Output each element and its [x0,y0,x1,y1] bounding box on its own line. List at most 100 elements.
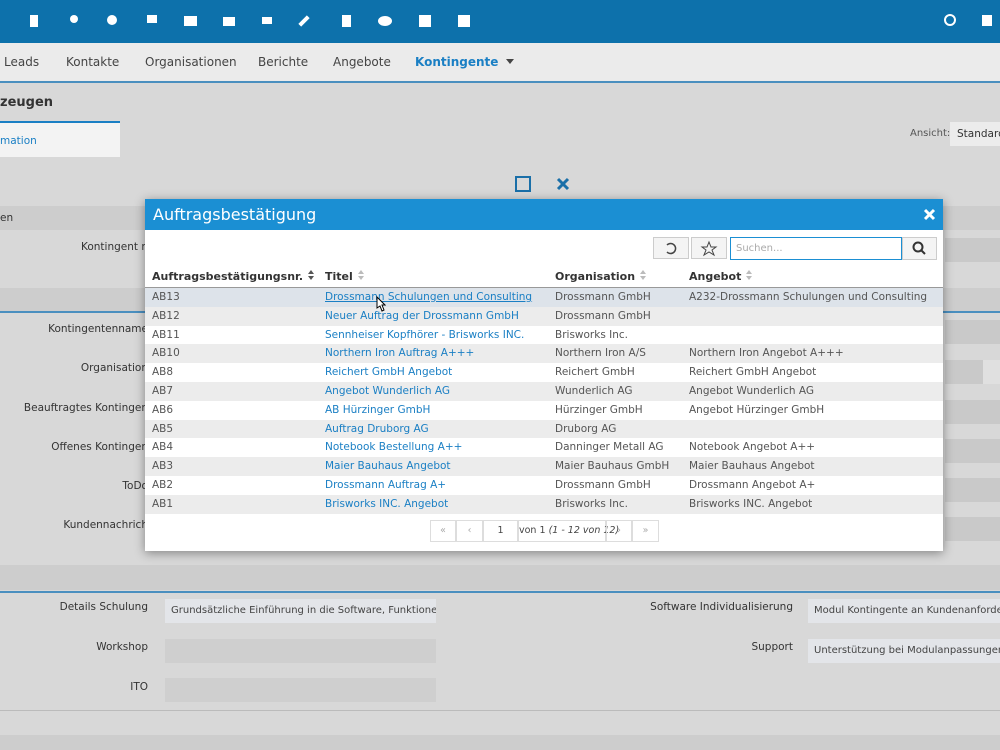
icon[interactable] [30,15,38,27]
pagination-next[interactable]: › [606,520,632,542]
table-cell: Wunderlich AG [555,385,633,397]
tab-label[interactable]: mation [0,135,37,147]
field-value[interactable]: Unterstützung bei Modulanpassungen, Imp [808,639,1000,663]
nav-item[interactable]: Angebote [333,55,391,69]
table-cell: AB7 [152,385,174,397]
table-cell: Drossmann GmbH [555,309,651,322]
sort-icon[interactable] [307,270,317,280]
field-label: Details Schulung [59,601,148,613]
input[interactable] [945,517,1000,541]
input[interactable] [945,320,1000,344]
table-row[interactable] [145,382,943,401]
field-label: Kundennachrich [63,519,148,531]
search-input[interactable]: Suchen... [730,237,902,260]
view-select[interactable]: Standard [950,122,1000,146]
field-value[interactable] [165,639,436,663]
icon[interactable] [223,17,235,26]
table-cell[interactable]: Drossmann Schulungen und Consulting [325,291,533,303]
table-row[interactable] [145,363,943,383]
pagination-prev[interactable]: ‹ [456,520,483,542]
icon[interactable] [342,15,351,27]
table-cell: AB12 [152,309,180,322]
nav-item[interactable]: Kontingente [415,55,499,69]
field-label: Workshop [96,641,148,653]
favorite-button[interactable] [691,237,727,259]
table-cell[interactable]: Maier Bauhaus Angebot [325,460,451,473]
table-row[interactable] [145,438,943,458]
table-cell: Angebot Hürzinger GmbH [689,403,825,416]
field-label: Beauftragtes Kontingen [23,402,148,414]
input[interactable] [945,400,1000,424]
table-cell[interactable]: Reichert GmbH Angebot [325,366,453,379]
nav-item[interactable]: Leads [4,55,40,69]
table-cell[interactable]: AB Hürzinger GmbH [325,403,431,416]
modal-header: Auftragsbestätigung [145,199,943,230]
field-value[interactable]: Modul Kontingente an Kundenanforderung [808,599,1000,623]
table-cell[interactable]: Drossmann Auftrag A+ [325,479,447,491]
sort-icon[interactable] [745,270,755,280]
icon[interactable] [298,15,310,27]
table-cell: Danninger Metall AG [555,441,664,454]
nav-caret[interactable] [506,59,516,65]
table-cell[interactable]: Sennheiser Kopfhörer - Brisworks INC. [325,328,525,341]
icon[interactable] [458,15,470,27]
column-header[interactable]: Angebot [689,270,755,283]
sort-icon[interactable] [357,270,367,280]
divider [0,710,1000,711]
field-value[interactable]: Grundsätzliche Einführung in die Softwar… [165,599,436,623]
icon[interactable] [419,15,431,27]
column-header[interactable]: Auftragsbestätigungsnr. [152,270,317,283]
icon[interactable] [262,17,272,24]
nav-item[interactable]: Berichte [258,55,309,69]
nav-item[interactable]: Organisationen [145,55,237,69]
input[interactable] [945,478,1000,502]
pagination-last[interactable]: » [632,520,659,542]
input[interactable] [945,238,1000,262]
table-row[interactable] [145,288,943,307]
table-row[interactable] [145,476,943,495]
pagination-first[interactable]: « [430,520,456,542]
table-row[interactable] [145,494,943,514]
table-row[interactable] [145,325,943,345]
pagination-page[interactable]: 1 [483,520,518,542]
icon[interactable] [107,15,117,25]
sort-icon[interactable] [639,270,649,280]
field-label: Support [751,641,793,653]
table-cell[interactable]: Brisworks INC. Angebot [325,497,449,510]
table-row[interactable] [145,400,943,420]
modal-close[interactable] [923,208,936,221]
save-icon[interactable] [515,176,531,192]
pagination-of: von 1 [519,525,546,536]
icon[interactable] [944,14,956,26]
icon[interactable] [147,15,157,23]
pagination-of: von 1 (1 - 12 von 12) [518,520,619,542]
field-value[interactable] [165,678,436,702]
top-bar [0,0,1000,43]
table-row[interactable] [145,457,943,477]
header-rule [145,287,943,288]
icon[interactable] [70,15,78,23]
input[interactable] [945,439,1000,463]
close-icon[interactable] [556,177,570,191]
icon[interactable] [184,16,197,26]
field-label: Offenes Kontingen [51,441,148,453]
reset-button[interactable] [653,237,689,259]
table-cell[interactable]: Auftrag Druborg AG [325,422,429,435]
tab[interactable] [0,121,120,157]
icon[interactable] [378,16,392,26]
table-row[interactable] [145,306,943,326]
table-cell[interactable]: Angebot Wunderlich AG [325,385,451,397]
icon[interactable] [982,15,992,26]
column-header[interactable]: Organisation [555,270,649,283]
input[interactable] [945,360,983,384]
table-cell: Reichert GmbH [555,366,635,379]
table-cell[interactable]: Northern Iron Auftrag A+++ [325,347,475,360]
table-cell[interactable]: Neuer Auftrag der Drossmann GmbH [325,309,519,322]
nav-item[interactable]: Kontakte [66,55,120,69]
table-cell[interactable]: Notebook Bestellung A++ [325,441,463,454]
table-row[interactable] [145,344,943,364]
search-button[interactable] [902,237,937,260]
lookup-button[interactable] [983,360,1000,384]
table-row[interactable] [145,419,943,439]
column-header[interactable]: Titel [325,270,367,283]
